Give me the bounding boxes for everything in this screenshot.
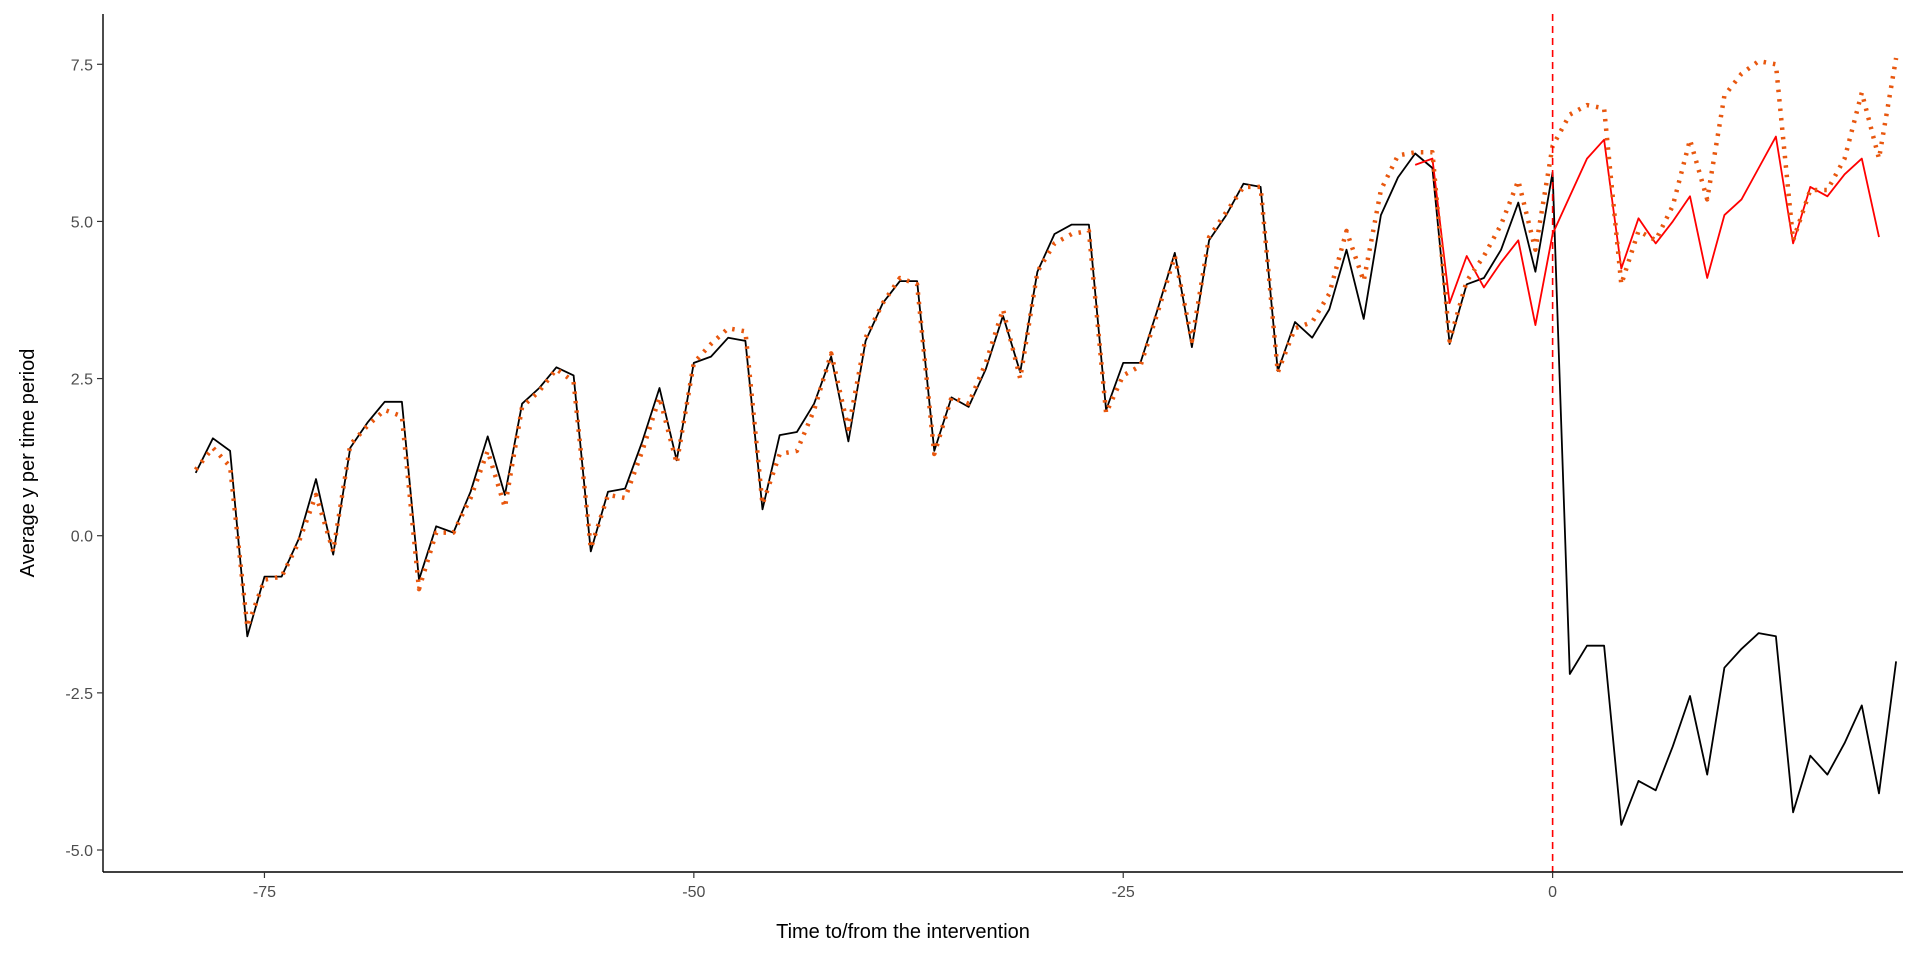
x-tick-label: -50 — [682, 884, 705, 901]
x-tick-label: 0 — [1548, 884, 1557, 901]
y-tick-label: 7.5 — [71, 57, 93, 74]
x-tick-label: -75 — [253, 884, 276, 901]
y-axis-ticks: -5.0 -2.5 0.0 2.5 5.0 7.5 — [65, 57, 103, 860]
series-line-3 — [193, 57, 1899, 630]
series-line-1 — [194, 152, 1897, 826]
x-axis-ticks: -75 -50 -25 0 — [253, 872, 1557, 901]
y-tick-label: 0.0 — [71, 529, 93, 546]
x-tick-label: -25 — [1112, 884, 1135, 901]
series-line-2 — [1414, 135, 1880, 327]
y-tick-label: -5.0 — [65, 843, 93, 860]
y-tick-label: 5.0 — [71, 214, 93, 231]
y-tick-label: -2.5 — [65, 686, 93, 703]
x-axis-title: Time to/from the intervention — [776, 921, 1030, 943]
plot-area — [193, 14, 1899, 872]
y-axis-title: Average y per time period — [17, 349, 39, 578]
y-tick-label: 2.5 — [71, 372, 93, 389]
